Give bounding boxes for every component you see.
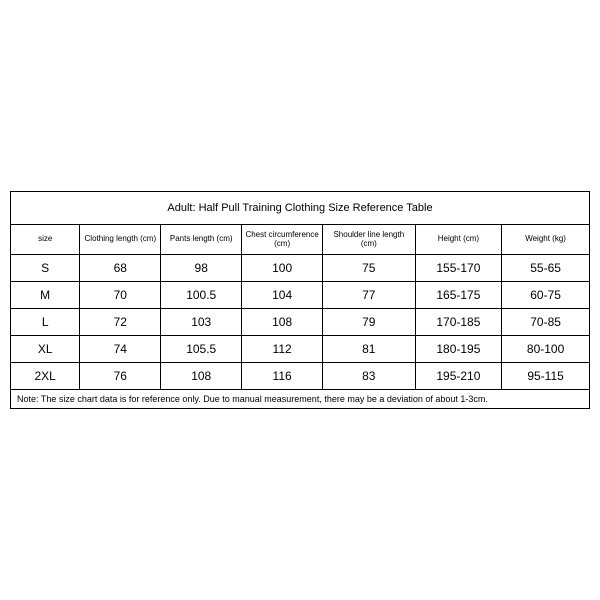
cell-chest: 116	[242, 363, 323, 389]
cell-height: 180-195	[416, 336, 503, 362]
header-height: Height (cm)	[416, 225, 503, 255]
cell-size: M	[11, 282, 80, 308]
cell-clothing: 74	[80, 336, 161, 362]
cell-size: L	[11, 309, 80, 335]
cell-chest: 104	[242, 282, 323, 308]
cell-clothing: 76	[80, 363, 161, 389]
table-row: S 68 98 100 75 155-170 55-65	[11, 255, 589, 282]
cell-chest: 100	[242, 255, 323, 281]
cell-chest: 112	[242, 336, 323, 362]
cell-pants: 98	[161, 255, 242, 281]
cell-weight: 80-100	[502, 336, 589, 362]
header-chest-circumference: Chest circumference (cm)	[242, 225, 323, 255]
table-row: 2XL 76 108 116 83 195-210 95-115	[11, 363, 589, 390]
header-weight: Weight (kg)	[502, 225, 589, 255]
table-row: M 70 100.5 104 77 165-175 60-75	[11, 282, 589, 309]
table-note: Note: The size chart data is for referen…	[11, 390, 589, 408]
cell-weight: 60-75	[502, 282, 589, 308]
cell-weight: 95-115	[502, 363, 589, 389]
header-clothing-length: Clothing length (cm)	[80, 225, 161, 255]
table-header-row: size Clothing length (cm) Pants length (…	[11, 225, 589, 256]
cell-pants: 100.5	[161, 282, 242, 308]
header-shoulder-line: Shoulder line length (cm)	[323, 225, 415, 255]
cell-shoulder: 83	[323, 363, 415, 389]
cell-size: 2XL	[11, 363, 80, 389]
table-title: Adult: Half Pull Training Clothing Size …	[11, 192, 589, 225]
cell-pants: 105.5	[161, 336, 242, 362]
cell-shoulder: 77	[323, 282, 415, 308]
cell-weight: 55-65	[502, 255, 589, 281]
cell-size: S	[11, 255, 80, 281]
header-size: size	[11, 225, 80, 255]
cell-size: XL	[11, 336, 80, 362]
table-row: L 72 103 108 79 170-185 70-85	[11, 309, 589, 336]
cell-height: 195-210	[416, 363, 503, 389]
cell-chest: 108	[242, 309, 323, 335]
cell-clothing: 72	[80, 309, 161, 335]
cell-clothing: 68	[80, 255, 161, 281]
cell-weight: 70-85	[502, 309, 589, 335]
cell-shoulder: 81	[323, 336, 415, 362]
size-reference-table: Adult: Half Pull Training Clothing Size …	[10, 191, 590, 410]
cell-clothing: 70	[80, 282, 161, 308]
cell-pants: 103	[161, 309, 242, 335]
cell-pants: 108	[161, 363, 242, 389]
cell-height: 170-185	[416, 309, 503, 335]
cell-height: 165-175	[416, 282, 503, 308]
cell-shoulder: 79	[323, 309, 415, 335]
cell-height: 155-170	[416, 255, 503, 281]
table-row: XL 74 105.5 112 81 180-195 80-100	[11, 336, 589, 363]
cell-shoulder: 75	[323, 255, 415, 281]
header-pants-length: Pants length (cm)	[161, 225, 242, 255]
